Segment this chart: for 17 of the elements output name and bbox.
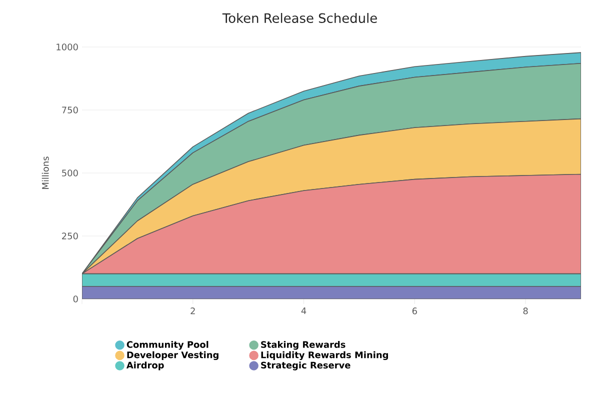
x-tick-label: 8 [523, 308, 528, 314]
y-tick-label: 750 [62, 106, 78, 114]
legend-label: Staking Rewards [261, 340, 346, 350]
x-tick-label: 2 [190, 308, 195, 314]
y-axis-title: Millions [42, 156, 49, 189]
legend-label: Community Pool [126, 340, 208, 350]
y-tick-label: 500 [62, 170, 78, 176]
legend-label: Developer Vesting [127, 351, 218, 360]
legend-label: Airdrop [126, 362, 164, 370]
y-tick-label: 250 [62, 232, 78, 240]
legend-label: Liquidity Rewards Mining [261, 351, 388, 360]
chart-title: Token Release Schedule [222, 12, 377, 24]
x-tick-label: 6 [412, 308, 417, 314]
x-tick-label: 4 [301, 308, 306, 314]
y-tick-label: 0 [73, 296, 78, 302]
y-tick-label: 1000 [56, 44, 78, 50]
legend-label: Strategic Reserve [261, 362, 350, 370]
